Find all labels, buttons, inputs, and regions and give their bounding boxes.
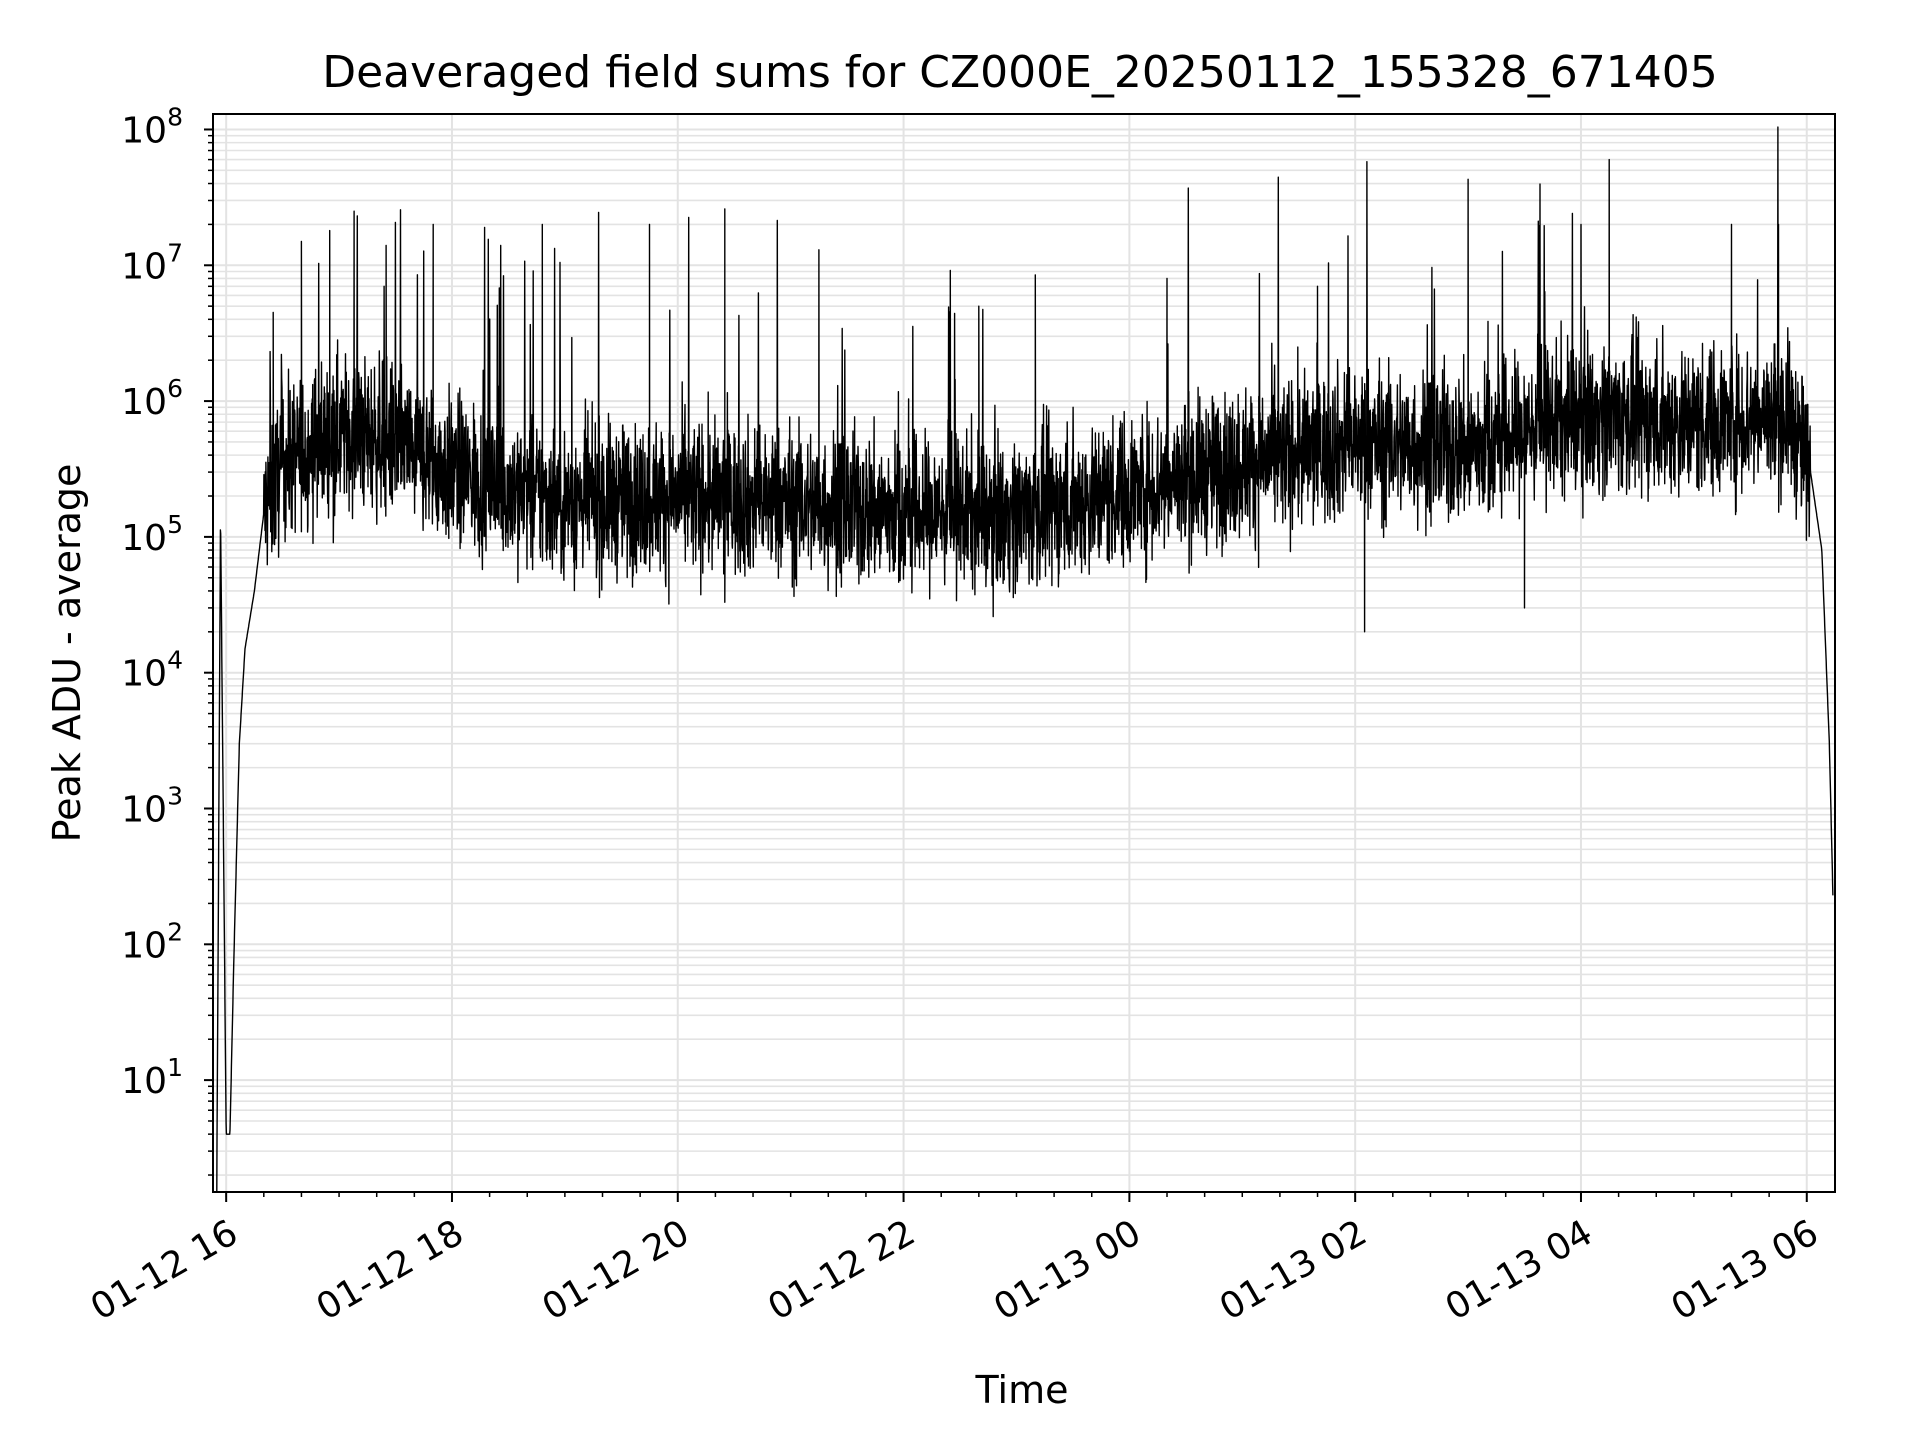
series-line <box>216 126 1834 1193</box>
y-tick-label: 102 <box>121 917 183 966</box>
y-tick-label: 103 <box>121 781 183 830</box>
y-tick-base: 10 <box>121 110 167 151</box>
y-tick-exponent: 4 <box>167 646 183 675</box>
y-tick-exponent: 6 <box>167 374 183 403</box>
y-tick-base: 10 <box>121 789 167 830</box>
y-tick-exponent: 7 <box>167 238 183 267</box>
plot-area <box>216 126 1834 1193</box>
y-tick-label: 108 <box>121 102 183 151</box>
y-tick-exponent: 8 <box>167 102 183 131</box>
y-tick-exponent: 2 <box>167 917 183 946</box>
y-tick-exponent: 5 <box>167 510 183 539</box>
grid <box>213 114 1835 1192</box>
y-tick-label: 106 <box>121 374 183 423</box>
y-tick-base: 10 <box>121 1061 167 1102</box>
plot-frame <box>212 113 1836 1193</box>
y-tick-base: 10 <box>121 246 167 287</box>
y-tick-label: 101 <box>121 1053 183 1102</box>
y-tick-base: 10 <box>121 518 167 559</box>
y-axis-label: Peak ADU - average <box>45 464 89 843</box>
y-tick-label: 105 <box>121 510 183 559</box>
y-tick-label: 104 <box>121 646 183 695</box>
y-tick-base: 10 <box>121 654 167 695</box>
y-tick-base: 10 <box>121 925 167 966</box>
y-tick-base: 10 <box>121 382 167 423</box>
y-tick-exponent: 1 <box>167 1053 183 1082</box>
chart-title: Deaveraged field sums for CZ000E_2025011… <box>322 47 1718 98</box>
y-tick-exponent: 3 <box>167 781 183 810</box>
x-axis-label: Time <box>975 1368 1069 1412</box>
y-tick-label: 107 <box>121 238 183 287</box>
